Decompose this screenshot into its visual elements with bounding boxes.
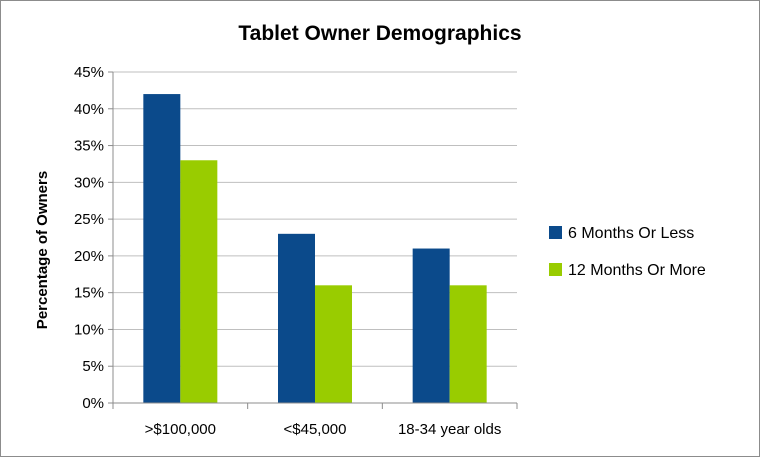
y-tick-label: 5%	[82, 358, 104, 375]
bar	[315, 285, 352, 403]
y-tick-label: 0%	[82, 395, 104, 412]
axes	[108, 71, 518, 409]
chart-title: Tablet Owner Demographics	[238, 22, 521, 45]
legend-swatch	[549, 263, 562, 276]
y-tick-label: 40%	[74, 101, 104, 118]
x-tick-label: 18-34 year olds	[398, 421, 501, 438]
bar	[143, 94, 181, 404]
y-tick-label: 10%	[74, 321, 104, 338]
legend-swatch	[549, 226, 562, 239]
y-tick-label: 20%	[74, 248, 104, 265]
x-tick-label: >$100,000	[145, 421, 216, 438]
y-tick-label: 15%	[74, 285, 104, 302]
bar	[449, 285, 487, 403]
y-tick-label: 35%	[74, 138, 104, 155]
bars	[143, 94, 487, 404]
tick-labels: 0% 5% 10% 15% 20% 25% 30% 35% 40% 45% >$100,000 <$4…	[74, 64, 501, 438]
y-tick-label: 45%	[74, 64, 104, 81]
x-tick-label: <$45,000	[284, 421, 347, 438]
y-axis-label: Percentage of Owners	[34, 171, 51, 329]
legend-label: 12 Months Or More	[568, 262, 706, 279]
legend-label: 6 Months Or Less	[568, 225, 694, 242]
legend: 6 Months Or Less 12 Months Or More	[549, 225, 706, 279]
bar	[278, 233, 315, 403]
y-tick-label: 30%	[74, 174, 104, 191]
bar	[180, 160, 218, 403]
y-tick-label: 25%	[74, 211, 104, 228]
bar	[412, 248, 450, 403]
